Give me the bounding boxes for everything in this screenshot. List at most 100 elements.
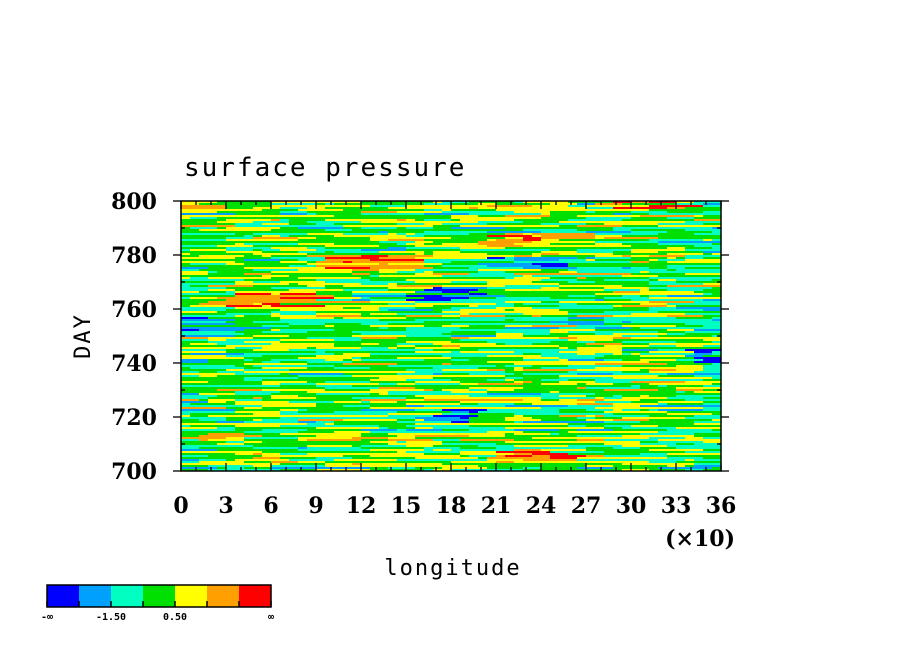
heatmap-cell <box>181 469 209 471</box>
heatmap-cell <box>577 439 605 442</box>
heatmap-cell <box>343 225 380 228</box>
heatmap-cell <box>550 363 569 366</box>
heatmap-cell <box>649 299 704 302</box>
heatmap-cell <box>595 379 650 382</box>
heatmap-cell <box>478 299 515 302</box>
heatmap-cell <box>640 353 695 356</box>
heatmap-cell <box>370 393 380 396</box>
heatmap-cell <box>244 441 254 444</box>
heatmap-cell <box>442 263 479 266</box>
heatmap-cell <box>460 309 506 312</box>
heatmap-cell <box>334 415 389 418</box>
heatmap-cell <box>442 323 452 326</box>
heatmap-cell <box>613 433 641 436</box>
heatmap-cell <box>685 451 721 454</box>
heatmap-cell <box>631 453 641 456</box>
heatmap-cell <box>559 285 569 288</box>
heatmap-cell <box>667 231 713 234</box>
heatmap-cell <box>334 231 380 234</box>
heatmap-cell <box>703 309 721 312</box>
heatmap-cell <box>676 279 713 282</box>
heatmap-cell <box>676 347 721 350</box>
heatmap-cell <box>415 337 452 340</box>
heatmap-cell <box>370 309 380 312</box>
heatmap-cell <box>226 291 236 294</box>
heatmap-cell <box>280 321 335 324</box>
heatmap-cell <box>406 465 434 468</box>
heatmap-cell <box>658 431 677 434</box>
heatmap-cell <box>181 243 236 246</box>
heatmap-cell <box>622 397 668 400</box>
heatmap-cell <box>649 259 659 262</box>
heatmap-cell <box>613 407 659 410</box>
heatmap-cell <box>676 359 704 362</box>
heatmap-cell <box>550 215 578 218</box>
heatmap-cell <box>181 293 236 296</box>
heatmap-cell <box>559 393 596 396</box>
heatmap-cell <box>541 449 587 452</box>
heatmap-cell <box>298 437 344 440</box>
heatmap-cell <box>343 289 389 292</box>
heatmap-cell <box>703 251 721 254</box>
heatmap-cell <box>298 235 335 238</box>
heatmap-cell <box>685 425 721 428</box>
heatmap-cell <box>712 353 721 356</box>
heatmap-cell <box>361 433 389 436</box>
heatmap-cell <box>586 207 614 210</box>
heatmap-cell <box>181 359 209 362</box>
heatmap-cell <box>415 417 461 420</box>
heatmap-cell <box>379 381 416 384</box>
heatmap-cell <box>226 345 281 348</box>
heatmap-cell <box>442 249 461 252</box>
heatmap-cell <box>406 445 434 448</box>
heatmap-cell <box>703 355 721 358</box>
heatmap-cell <box>694 215 704 218</box>
heatmap-cell <box>226 299 281 302</box>
heatmap-cell <box>370 395 389 398</box>
heatmap-cell <box>469 439 506 442</box>
heatmap-cell <box>469 449 515 452</box>
heatmap-cell <box>703 203 721 206</box>
heatmap-cell <box>289 333 317 336</box>
heatmap-cell <box>514 403 533 406</box>
heatmap-cell <box>532 275 578 278</box>
heatmap-cell <box>388 323 443 326</box>
heatmap-cell <box>181 235 236 238</box>
heatmap-cell <box>595 401 614 404</box>
heatmap-cell <box>667 329 695 332</box>
heatmap-cell <box>271 343 308 346</box>
heatmap-cell <box>226 375 281 378</box>
heatmap-cell <box>280 453 308 456</box>
heatmap-cell <box>478 445 515 448</box>
heatmap-cell <box>568 313 587 316</box>
heatmap-cell <box>181 261 236 264</box>
heatmap-cell <box>388 263 443 266</box>
heatmap-cell <box>613 405 641 408</box>
heatmap-cell <box>370 427 380 430</box>
heatmap-cell <box>352 283 362 286</box>
heatmap-cell <box>253 221 290 224</box>
heatmap-cell <box>622 255 632 258</box>
heatmap-cell <box>406 201 434 204</box>
heatmap-cell <box>559 357 596 360</box>
heatmap-cell <box>370 327 380 330</box>
heatmap-cell <box>226 423 254 426</box>
heatmap-cell <box>316 237 371 240</box>
heatmap-cell <box>262 217 317 220</box>
heatmap-cell <box>469 325 506 328</box>
heatmap-cell <box>352 385 380 388</box>
heatmap-cell <box>370 297 425 300</box>
heatmap-cell <box>280 383 317 386</box>
heatmap-cell <box>424 321 479 324</box>
heatmap-cell <box>514 425 569 428</box>
heatmap-cell <box>478 207 506 210</box>
heatmap-cell <box>289 349 335 352</box>
heatmap-cell <box>262 223 290 226</box>
heatmap-cell <box>208 333 245 336</box>
heatmap-cell <box>451 299 479 302</box>
heatmap-cell <box>334 251 380 254</box>
heatmap-cell <box>685 397 704 400</box>
heatmap-cell <box>442 333 497 336</box>
heatmap-cell <box>343 227 362 230</box>
heatmap-cell <box>667 295 704 298</box>
